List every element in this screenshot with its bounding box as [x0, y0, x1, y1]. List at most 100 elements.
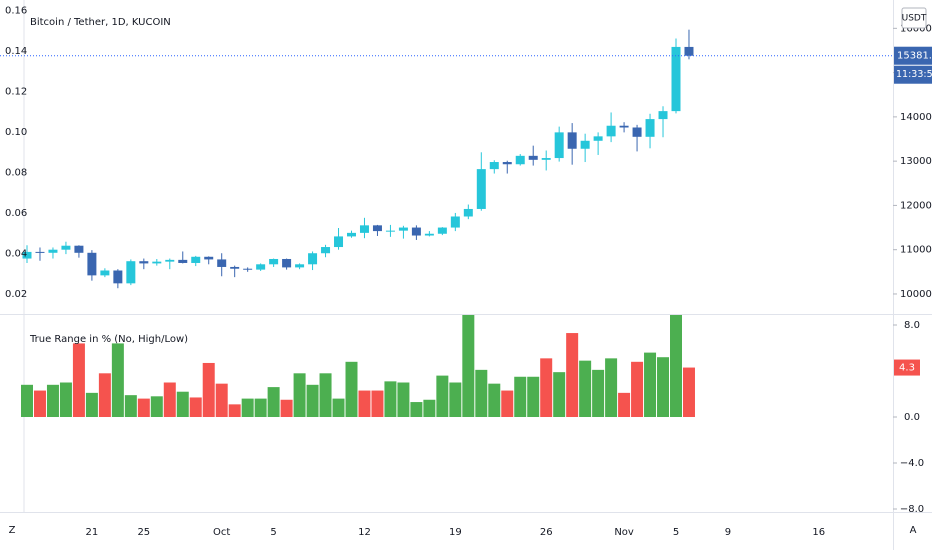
x-tick-label: 12 — [358, 527, 371, 538]
candle-body — [61, 245, 71, 250]
x-tick-label: 9 — [725, 527, 731, 538]
bar — [85, 392, 98, 418]
timezone-button[interactable]: Z — [9, 525, 16, 536]
y2-tick-label: 0.10 — [5, 127, 27, 138]
bar — [332, 398, 345, 418]
bar — [111, 343, 124, 418]
candle-body — [282, 258, 292, 268]
bar — [319, 373, 332, 418]
y-tick-label: 11000.0 — [900, 245, 932, 256]
candle-body — [489, 162, 499, 170]
bar — [358, 390, 371, 418]
bar — [670, 315, 682, 418]
x-tick-label: Nov — [614, 527, 634, 538]
candle-body — [554, 132, 564, 159]
bar — [384, 381, 397, 418]
candle-body — [541, 158, 551, 160]
countdown-label: 11:33:54 — [896, 69, 932, 80]
x-tick-label: 5 — [270, 527, 276, 538]
x-tick-label: 21 — [86, 527, 99, 538]
candle-body — [658, 111, 668, 120]
bar — [682, 367, 695, 418]
candle-body — [632, 127, 642, 137]
candle-body — [139, 261, 149, 264]
currency-box[interactable] — [901, 7, 927, 29]
candle-body — [178, 259, 188, 263]
chart-title: Bitcoin / Tether, 1D, KUCOIN — [30, 17, 171, 28]
x-tick-label: 25 — [137, 527, 150, 538]
last-price-box — [894, 46, 932, 65]
candle-body — [645, 119, 655, 137]
y2-tick-label: 0.16 — [5, 6, 27, 17]
last-value-label: 4.3 — [899, 363, 915, 374]
bar — [293, 373, 306, 418]
y-tick-label: 10000.0 — [900, 289, 932, 300]
x-tick-label: 19 — [449, 527, 462, 538]
x-tick-label: Oct — [213, 527, 230, 538]
candle-body — [217, 259, 227, 267]
candle-body — [359, 225, 369, 233]
candle-body — [113, 270, 123, 284]
candle-body — [671, 46, 681, 112]
bar — [579, 360, 592, 418]
indicator-title: True Range in % (No, High/Low) — [29, 334, 188, 345]
bar — [345, 361, 358, 418]
y2-tick-label: 0.12 — [5, 87, 27, 98]
currency-label[interactable]: USDT — [902, 14, 927, 24]
bar — [59, 382, 72, 418]
x-tick-label: 26 — [540, 527, 553, 538]
bar — [423, 399, 436, 418]
bar — [449, 382, 462, 418]
bar — [410, 402, 423, 418]
bar — [592, 369, 605, 418]
bar — [215, 383, 228, 418]
bar — [371, 390, 384, 418]
candle-body — [204, 256, 214, 260]
indicator-pane — [21, 315, 695, 418]
bar — [33, 390, 46, 418]
bar — [176, 391, 189, 418]
candle-body — [619, 125, 629, 128]
bar — [163, 382, 176, 418]
candle-body — [230, 266, 240, 269]
bar — [280, 399, 293, 418]
bar — [553, 372, 566, 418]
bar — [137, 398, 150, 418]
bar — [241, 398, 254, 418]
candle-body — [243, 268, 253, 270]
candle-body — [269, 258, 279, 265]
bar — [618, 392, 631, 418]
candle-body — [74, 245, 84, 253]
bar — [527, 376, 540, 418]
bar — [462, 315, 475, 418]
candle-body — [437, 227, 447, 234]
candle-body — [593, 136, 603, 141]
bar — [657, 357, 670, 418]
candle-body — [515, 155, 525, 165]
candle-body — [48, 249, 58, 253]
candle-body — [321, 247, 331, 254]
candle-body — [347, 232, 356, 237]
bar — [228, 404, 241, 418]
y2-tick-label: 0.02 — [5, 289, 27, 300]
candle-body — [528, 155, 538, 160]
bar — [124, 395, 137, 418]
y-tick-label: −4.0 — [900, 458, 924, 469]
candle-body — [476, 169, 486, 209]
y2-tick-label: 0.06 — [5, 208, 27, 219]
bar — [644, 352, 657, 418]
candle-body — [256, 264, 266, 270]
bar — [72, 343, 85, 418]
x-tick-label: 5 — [673, 527, 679, 538]
auto-scale-button[interactable]: A — [910, 525, 917, 536]
candle-body — [165, 259, 175, 262]
candle-body — [100, 270, 110, 276]
candle-body — [191, 256, 201, 263]
countdown-box — [894, 65, 932, 84]
bar — [501, 390, 514, 418]
x-tick-label: 16 — [812, 527, 825, 538]
candle-body — [450, 216, 460, 228]
bar — [566, 333, 579, 418]
